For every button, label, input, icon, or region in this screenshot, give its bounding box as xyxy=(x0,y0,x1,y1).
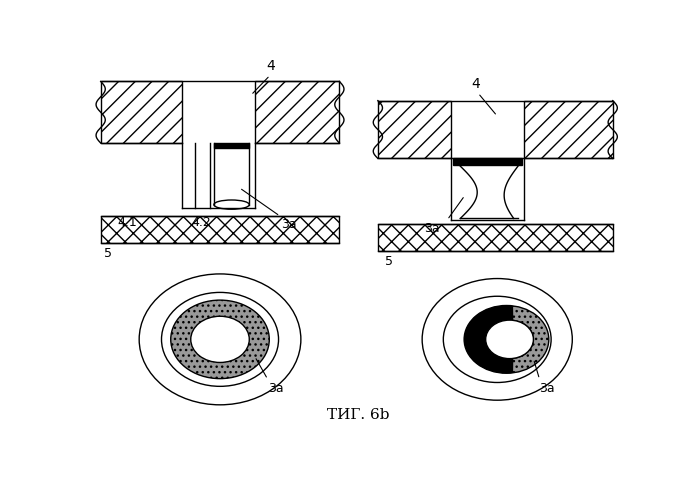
Ellipse shape xyxy=(139,274,301,405)
Polygon shape xyxy=(101,82,182,143)
Text: 4.2: 4.2 xyxy=(191,216,210,229)
Text: 4.1: 4.1 xyxy=(117,216,138,229)
Ellipse shape xyxy=(486,320,533,359)
Polygon shape xyxy=(254,82,340,143)
Ellipse shape xyxy=(161,293,278,386)
Text: 5: 5 xyxy=(104,247,113,260)
Polygon shape xyxy=(524,101,613,158)
Text: 3a: 3a xyxy=(424,222,440,235)
Polygon shape xyxy=(378,101,451,158)
Text: 3a: 3a xyxy=(281,219,296,231)
Polygon shape xyxy=(454,158,522,165)
Text: 3a: 3a xyxy=(268,382,283,396)
Ellipse shape xyxy=(443,296,551,382)
Polygon shape xyxy=(451,158,524,220)
Text: 5: 5 xyxy=(385,255,394,268)
Polygon shape xyxy=(214,143,250,205)
Polygon shape xyxy=(214,143,250,148)
Ellipse shape xyxy=(191,316,250,363)
Ellipse shape xyxy=(486,320,533,359)
Polygon shape xyxy=(101,216,340,243)
Text: 4: 4 xyxy=(266,59,275,73)
Ellipse shape xyxy=(171,300,269,379)
Ellipse shape xyxy=(422,278,572,400)
Text: 3a: 3a xyxy=(540,382,555,396)
Polygon shape xyxy=(464,306,513,373)
Text: 4: 4 xyxy=(471,77,480,91)
Polygon shape xyxy=(378,224,613,251)
Ellipse shape xyxy=(464,306,549,373)
Text: ΤИГ. 6b: ΤИГ. 6b xyxy=(326,408,389,422)
